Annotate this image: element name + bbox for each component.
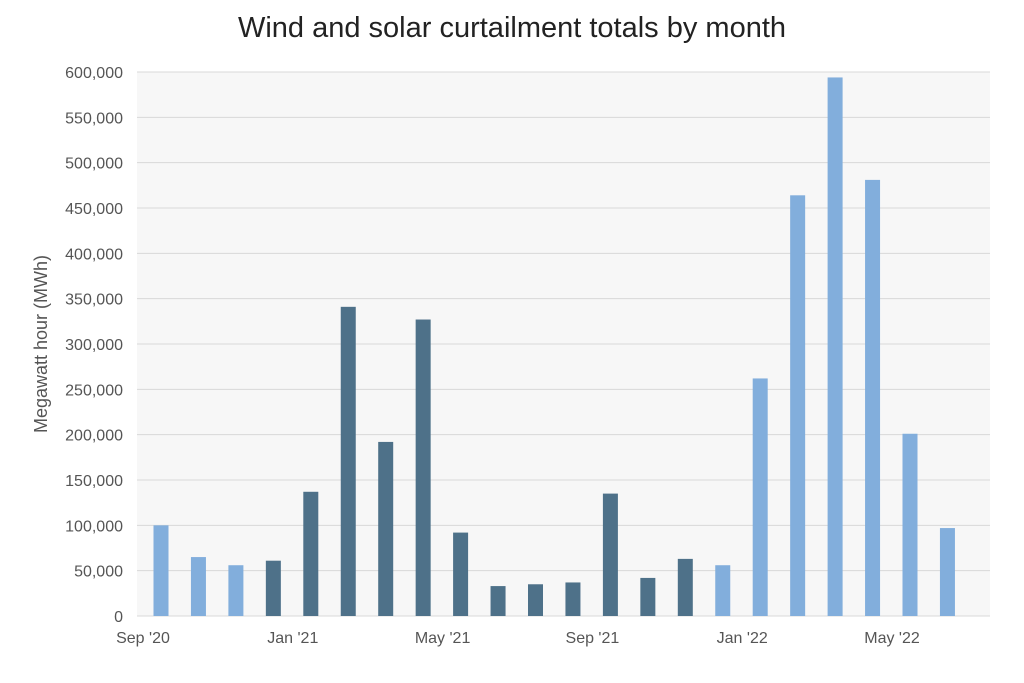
- bar[interactable]: [827, 77, 843, 616]
- bar[interactable]: [602, 493, 618, 616]
- bar[interactable]: [640, 577, 656, 616]
- bar[interactable]: [865, 179, 881, 617]
- y-tick-label: 550,000: [65, 110, 123, 127]
- bar[interactable]: [340, 306, 356, 616]
- bar[interactable]: [752, 378, 768, 616]
- chart-title: Wind and solar curtailment totals by mon…: [237, 12, 787, 44]
- bar[interactable]: [902, 433, 918, 616]
- y-tick-label: 100,000: [65, 518, 123, 535]
- y-tick-label: 200,000: [65, 428, 123, 445]
- y-tick-label: 150,000: [65, 473, 123, 490]
- bar[interactable]: [415, 319, 431, 616]
- x-tick-label: May '21: [415, 630, 471, 647]
- x-tick-label: Sep '20: [116, 630, 170, 647]
- bar[interactable]: [190, 557, 206, 616]
- bar[interactable]: [303, 491, 319, 616]
- y-tick-label: 350,000: [65, 292, 123, 309]
- y-tick-label: 600,000: [65, 65, 123, 82]
- bar[interactable]: [378, 441, 394, 616]
- y-tick-label: 450,000: [65, 201, 123, 218]
- x-tick-label: May '22: [864, 630, 920, 647]
- y-axis-title: Megawatt hour (MWh): [31, 255, 51, 433]
- y-tick-label: 0: [114, 609, 123, 626]
- bar[interactable]: [528, 584, 543, 616]
- bar[interactable]: [677, 558, 693, 616]
- bar[interactable]: [715, 565, 731, 616]
- bar[interactable]: [265, 560, 281, 616]
- bar[interactable]: [153, 525, 169, 616]
- bar[interactable]: [790, 195, 806, 616]
- y-tick-label: 250,000: [65, 382, 123, 399]
- x-tick-label: Jan '21: [267, 630, 318, 647]
- bar[interactable]: [939, 528, 955, 616]
- y-tick-label: 500,000: [65, 156, 123, 173]
- y-tick-label: 300,000: [65, 337, 123, 354]
- y-tick-label: 50,000: [74, 564, 123, 581]
- bar[interactable]: [228, 565, 244, 616]
- bar[interactable]: [453, 532, 469, 616]
- bar[interactable]: [565, 582, 581, 616]
- bar[interactable]: [490, 586, 506, 616]
- x-tick-label: Jan '22: [717, 630, 768, 647]
- y-tick-label: 400,000: [65, 246, 123, 263]
- x-tick-label: Sep '21: [566, 630, 620, 647]
